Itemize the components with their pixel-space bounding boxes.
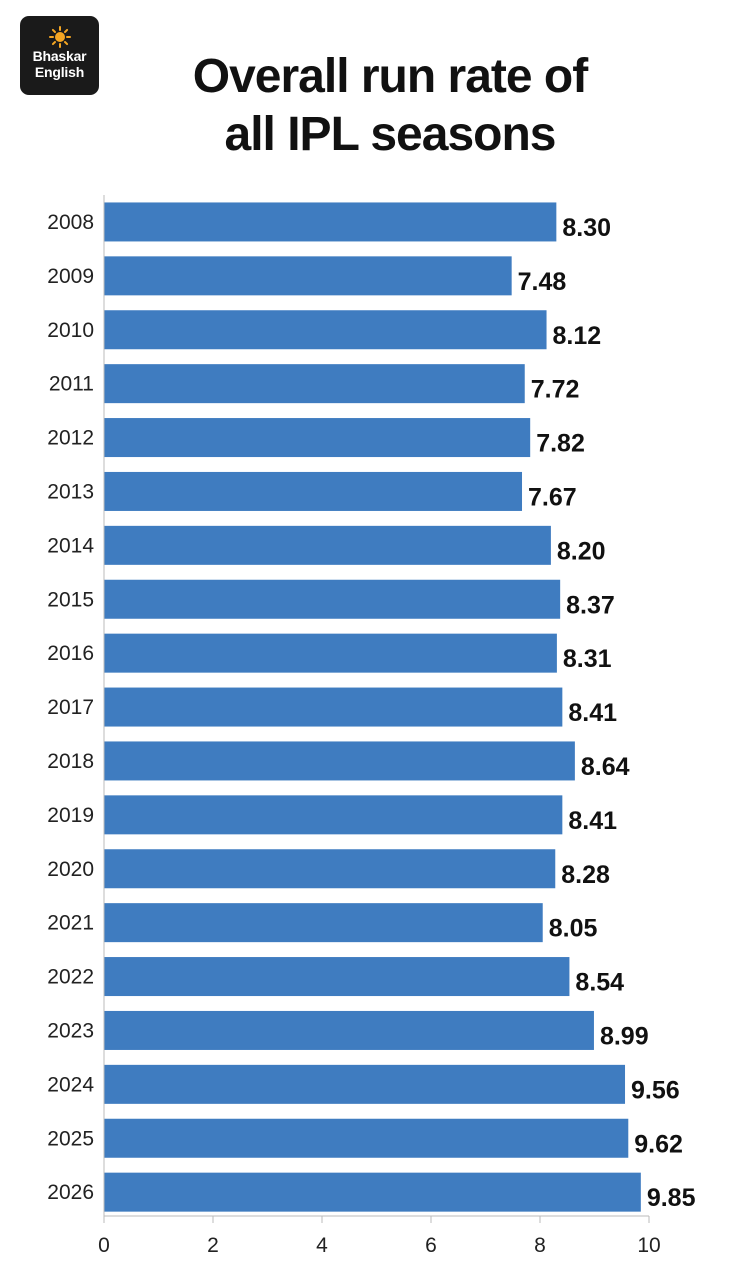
- data-label: 8.05: [549, 915, 598, 943]
- bar-2016: [104, 633, 557, 673]
- x-tick-label: 8: [534, 1234, 546, 1257]
- data-label: 7.82: [536, 430, 585, 458]
- y-tick-label: 2011: [49, 373, 94, 396]
- bar-2014: [104, 525, 551, 565]
- y-tick-label: 2010: [47, 319, 94, 342]
- x-tick-label: 2: [207, 1234, 219, 1257]
- x-tick-label: 0: [98, 1234, 110, 1257]
- y-tick-label: 2017: [47, 696, 94, 719]
- bar-2020: [104, 849, 556, 889]
- y-tick-label: 2018: [47, 750, 94, 773]
- data-label: 7.48: [518, 268, 567, 296]
- data-label: 8.12: [553, 322, 602, 350]
- bar-2021: [104, 903, 543, 943]
- data-label: 9.56: [631, 1076, 680, 1104]
- bar-2024: [104, 1064, 626, 1104]
- data-label: 8.64: [581, 753, 630, 781]
- data-label: 8.37: [566, 591, 615, 619]
- y-tick-label: 2025: [47, 1127, 94, 1150]
- data-label: 9.85: [647, 1184, 696, 1212]
- y-tick-label: 2019: [47, 804, 94, 827]
- data-label: 8.99: [600, 1022, 649, 1050]
- sun-icon: [48, 26, 71, 48]
- y-tick-label: 2020: [47, 858, 94, 881]
- data-label: 8.31: [563, 645, 612, 673]
- data-label: 9.62: [634, 1130, 683, 1158]
- bar-2010: [104, 310, 547, 350]
- data-label: 8.41: [568, 699, 617, 727]
- data-label: 8.28: [561, 861, 610, 889]
- bar-2017: [104, 687, 563, 727]
- bar-2025: [104, 1118, 629, 1158]
- y-tick-label: 2015: [47, 588, 94, 611]
- bar-2019: [104, 795, 563, 835]
- chart-title-line1: Overall run rate of: [192, 50, 588, 103]
- y-tick-label: 2024: [47, 1073, 94, 1096]
- bar-2023: [104, 1010, 594, 1050]
- data-label: 7.72: [531, 376, 580, 404]
- logo-text-line1: Bhaskar: [32, 48, 87, 64]
- y-tick-label: 2022: [47, 966, 94, 989]
- y-tick-label: 2023: [47, 1019, 94, 1042]
- chart-title: Overall run rate of all IPL seasons: [100, 48, 680, 164]
- bar-2013: [104, 471, 523, 511]
- chart-title-line2: all IPL seasons: [224, 108, 557, 161]
- bar-2012: [104, 418, 531, 458]
- bar-2018: [104, 741, 575, 781]
- y-tick-label: 2021: [47, 912, 94, 935]
- y-tick-label: 2016: [47, 642, 94, 665]
- y-tick-label: 2012: [47, 427, 94, 450]
- y-tick-label: 2026: [47, 1181, 94, 1204]
- data-label: 8.41: [568, 807, 617, 835]
- bar-2022: [104, 957, 570, 997]
- y-tick-label: 2009: [47, 265, 94, 288]
- bar-2008: [104, 202, 557, 242]
- brand-logo: Bhaskar English: [20, 16, 99, 95]
- y-tick-label: 2008: [47, 211, 94, 234]
- data-label: 8.54: [575, 969, 624, 997]
- data-label: 7.67: [528, 483, 577, 511]
- y-tick-label: 2014: [47, 534, 94, 557]
- bar-2009: [104, 256, 512, 296]
- y-tick-label: 2013: [47, 480, 94, 503]
- x-tick-label: 4: [316, 1234, 328, 1257]
- data-label: 8.30: [562, 214, 611, 242]
- x-tick-label: 6: [425, 1234, 437, 1257]
- bar-2011: [104, 364, 525, 404]
- bar-2026: [104, 1172, 641, 1212]
- logo-text-line2: English: [34, 64, 85, 80]
- data-label: 8.20: [557, 537, 606, 565]
- bar-2015: [104, 579, 561, 619]
- x-tick-label: 10: [637, 1234, 660, 1257]
